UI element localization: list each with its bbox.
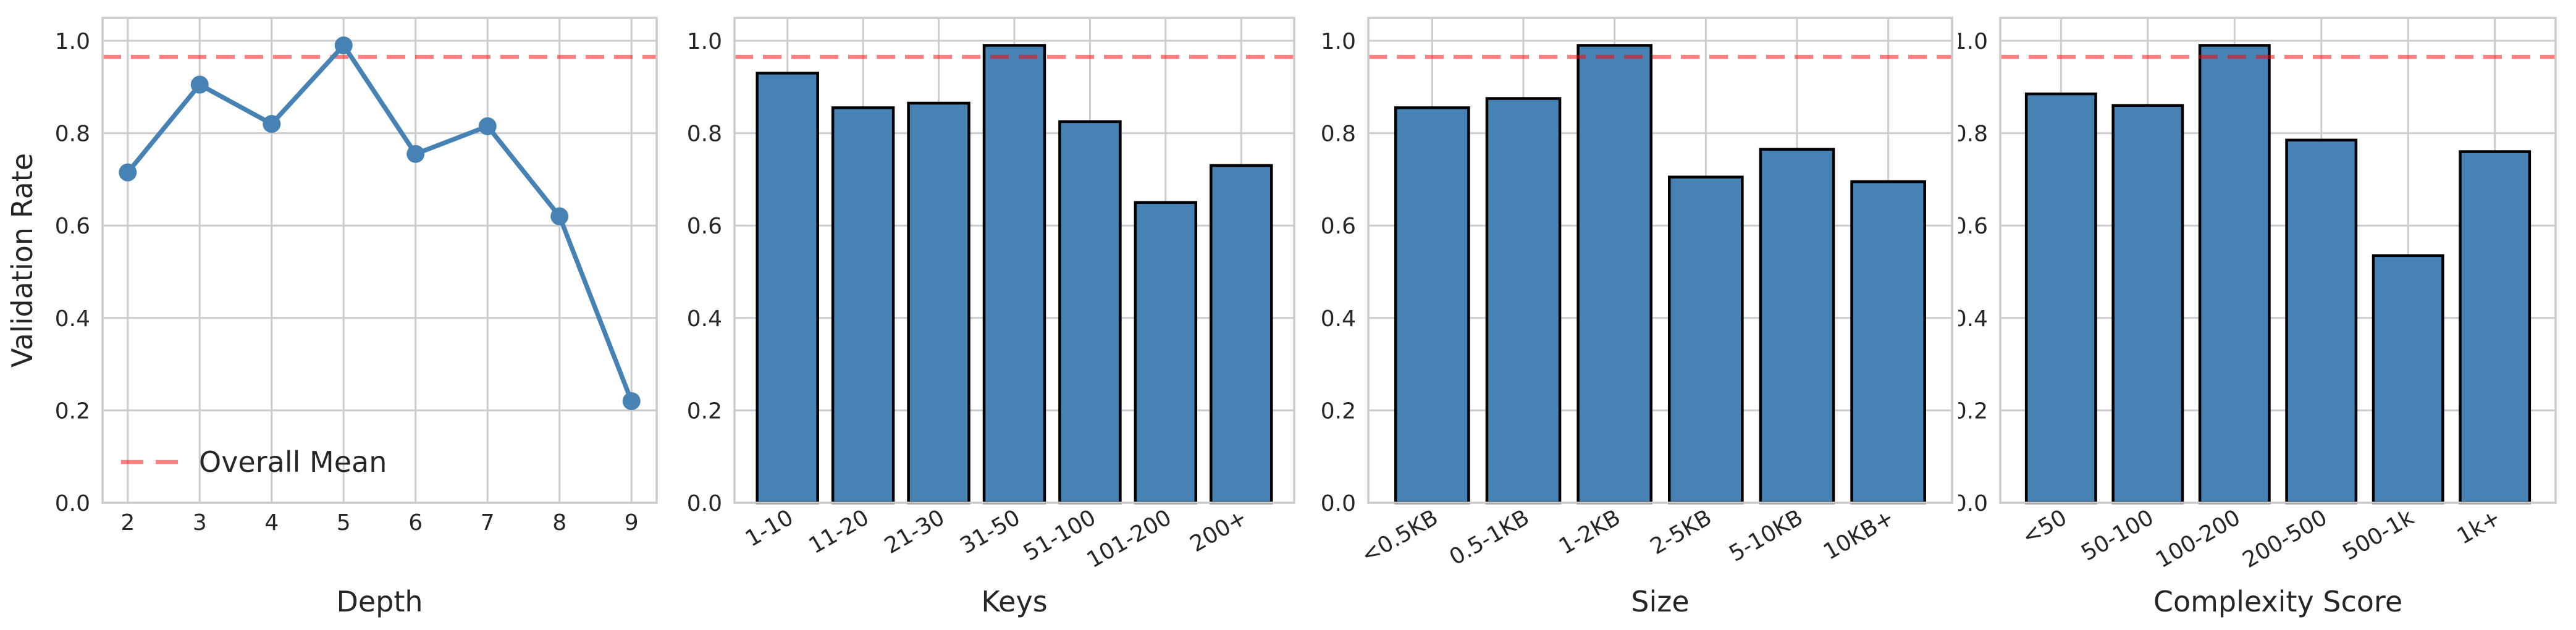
x-axis-label: Complexity Score [2153, 585, 2402, 618]
series-line [125, 43, 634, 404]
bar [2372, 254, 2444, 505]
data-point [119, 163, 137, 182]
y-tick-label: 0.0 [687, 491, 722, 516]
data-point [622, 392, 641, 410]
y-tick-label: 0.8 [1958, 122, 1988, 147]
x-tick-label: 7 [481, 510, 495, 536]
y-tick-label: 1.0 [687, 29, 722, 54]
x-tick-label: 5 [337, 510, 351, 536]
y-tick-label: 1.0 [1958, 29, 1988, 54]
bar [1134, 201, 1198, 505]
legend-label: Overall Mean [199, 445, 387, 479]
data-point [550, 207, 569, 225]
y-tick-label: 0.0 [1958, 491, 1988, 516]
bar [1759, 148, 1835, 505]
x-tick-label: 4 [264, 510, 279, 536]
chart-complexity-bar: 0.00.20.40.60.81.0<50 50-100100-200200-50… [1958, 0, 2576, 630]
y-tick-label: 0.0 [55, 491, 90, 516]
axes-spines [733, 17, 1295, 504]
x-tick-label: 8 [552, 510, 566, 536]
bar [2024, 92, 2097, 505]
y-tick-label: 0.0 [1321, 491, 1356, 516]
bar [907, 101, 970, 505]
y-tick-label: 0.4 [1958, 306, 1988, 332]
x-tick-label: 9 [625, 510, 639, 536]
x-axis-label: Keys [981, 585, 1047, 618]
y-tick-label: 0.2 [1321, 398, 1356, 424]
y-tick-label: 0.8 [1321, 122, 1356, 147]
y-tick-label: 0.6 [55, 214, 90, 239]
chart-size-bar: 0.00.20.40.60.81.0<0.5KB 0.5-1KB 1-2KB 2-5K… [1316, 0, 1958, 630]
x-tick-label: 3 [193, 510, 207, 536]
x-axis-label: Depth [336, 585, 423, 618]
y-tick-label: 0.4 [1321, 306, 1356, 332]
bar [1668, 175, 1744, 505]
y-tick-label: 0.2 [1958, 398, 1988, 424]
axes-spines [1999, 17, 2557, 504]
y-tick-label: 0.6 [1958, 214, 1988, 239]
y-tick-label: 1.0 [55, 29, 90, 54]
y-tick-label: 0.2 [55, 398, 90, 424]
axes-spines [1367, 17, 1953, 504]
data-point [406, 145, 425, 163]
y-axis-label: Validation Rate [6, 153, 39, 368]
bar [1485, 97, 1562, 505]
bar [2285, 138, 2358, 505]
y-tick-label: 0.8 [687, 122, 722, 147]
bar [1394, 106, 1470, 505]
y-tick-label: 0.4 [687, 306, 722, 332]
x-axis-label: Size [1631, 585, 1689, 618]
axes-spines [101, 17, 658, 504]
data-point [190, 75, 209, 94]
bar [2459, 150, 2532, 505]
chart-depth-line: 0.0 0.2 0.4 0.6 0.8 1.0 2 3 4 5 6 7 8 9 Depth Validatio… [0, 0, 680, 630]
y-tick-label: 0.8 [55, 122, 90, 147]
y-tick-label: 0.6 [1321, 214, 1356, 239]
bar [1576, 44, 1652, 505]
bar [1210, 164, 1273, 505]
data-point [263, 115, 281, 133]
x-tick-label: 2 [120, 510, 135, 536]
bar [831, 106, 895, 505]
y-tick-label: 0.6 [687, 214, 722, 239]
x-tick-label: 6 [408, 510, 423, 536]
y-tick-label: 1.0 [1321, 29, 1356, 54]
y-tick-label: 0.2 [687, 398, 722, 424]
bar [2198, 44, 2271, 505]
bar [1058, 120, 1122, 505]
panel-background [0, 0, 680, 630]
bar [2111, 104, 2184, 505]
data-point [334, 36, 353, 54]
bar [1850, 180, 1926, 505]
y-tick-label: 0.4 [55, 306, 90, 332]
chart-keys-bar: 0.00.20.40.60.81.01-10 11-20 21-30 31-5051-… [680, 0, 1316, 630]
data-point [478, 117, 497, 135]
bar [756, 72, 819, 505]
bar [982, 44, 1046, 505]
